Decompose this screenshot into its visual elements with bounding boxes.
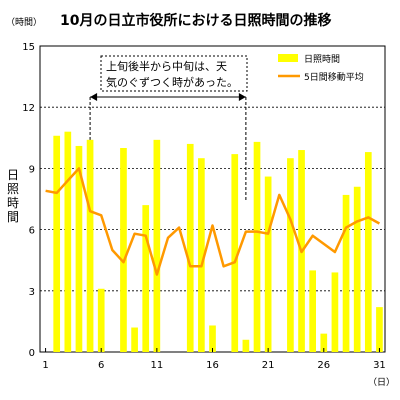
sunshine-bar bbox=[353, 186, 361, 352]
y-axis-label-char: 時 bbox=[7, 196, 19, 210]
x-tick-label: 6 bbox=[98, 360, 104, 371]
sunshine-bar bbox=[331, 272, 339, 352]
legend-label-line: 5日間移動平均 bbox=[304, 71, 364, 83]
sunshine-bar bbox=[209, 325, 216, 352]
line-series bbox=[45, 167, 381, 276]
y-tick-label: 3 bbox=[29, 287, 35, 298]
x-unit-label: （日） bbox=[368, 377, 395, 388]
sunshine-bar bbox=[253, 141, 261, 352]
y-tick-label: 12 bbox=[22, 103, 35, 114]
y-axis-label-char: 日 bbox=[7, 168, 19, 182]
x-tick-label: 1 bbox=[42, 360, 48, 371]
y-tick-label: 15 bbox=[22, 42, 35, 53]
y-axis-label-char: 間 bbox=[7, 210, 19, 224]
legend-swatch-bar bbox=[278, 54, 298, 62]
sunshine-bar bbox=[153, 139, 161, 352]
sunshine-bar bbox=[376, 307, 383, 352]
annotation-line-2: 気のぐずつく時があった。 bbox=[106, 75, 238, 89]
sunshine-bar bbox=[320, 333, 328, 352]
sunshine-bar bbox=[198, 158, 205, 352]
sunshine-bar bbox=[120, 148, 127, 352]
y-unit-label: （時間） bbox=[6, 17, 42, 28]
y-axis-label-char: 照 bbox=[7, 182, 19, 196]
sunshine-bar bbox=[242, 339, 250, 352]
sunshine-bar bbox=[364, 152, 372, 352]
annotation-line-1: 上旬後半から中旬は、天 bbox=[106, 59, 227, 73]
x-tick-label: 21 bbox=[262, 360, 275, 371]
y-tick-label: 9 bbox=[29, 164, 35, 175]
legend: 日照時間 5日間移動平均 bbox=[278, 54, 364, 83]
sunshine-bar bbox=[186, 143, 194, 352]
chart-title: 10月の日立市役所における日照時間の推移 bbox=[60, 12, 331, 29]
annotation-arrow-right bbox=[238, 93, 246, 101]
x-tick-label: 31 bbox=[373, 360, 386, 371]
sunshine-bar bbox=[53, 135, 61, 352]
sunshine-bar bbox=[264, 176, 272, 352]
sunshine-bar bbox=[97, 288, 105, 352]
x-tick-label: 16 bbox=[206, 360, 219, 371]
legend-label-bar: 日照時間 bbox=[304, 54, 340, 65]
annotation-group: 上旬後半から中旬は、天 気のぐずつく時があった。 bbox=[89, 55, 248, 205]
sunshine-bar bbox=[309, 270, 316, 352]
sunshine-bar bbox=[75, 145, 83, 352]
annotation-arrow-left bbox=[90, 93, 98, 101]
y-axis-label: 日照時間 bbox=[7, 168, 19, 224]
moving-average-line bbox=[45, 167, 381, 276]
sunshine-bar bbox=[142, 205, 150, 352]
sunshine-bar bbox=[86, 139, 94, 352]
sunshine-bar bbox=[64, 131, 72, 352]
sunshine-bar bbox=[131, 327, 138, 352]
sunshine-bar bbox=[231, 154, 239, 352]
sunshine-bar bbox=[342, 194, 350, 352]
y-tick-label: 0 bbox=[29, 348, 35, 359]
x-tick-label: 11 bbox=[150, 360, 163, 371]
annotation-box bbox=[100, 55, 248, 92]
sunshine-bar bbox=[287, 158, 294, 352]
y-tick-label: 6 bbox=[29, 226, 35, 237]
x-tick-label: 26 bbox=[317, 360, 330, 371]
